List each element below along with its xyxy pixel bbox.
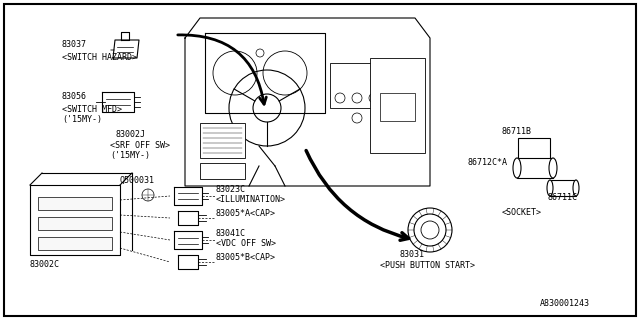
Bar xyxy=(38,197,112,210)
Text: 83005*A<CAP>: 83005*A<CAP> xyxy=(216,209,276,218)
Text: Q500031: Q500031 xyxy=(120,176,155,185)
Text: <ILLUMINATION>: <ILLUMINATION> xyxy=(216,195,286,204)
Text: ('15MY-): ('15MY-) xyxy=(62,115,102,124)
Bar xyxy=(38,217,112,230)
Bar xyxy=(330,63,385,108)
Text: <SRF OFF SW>: <SRF OFF SW> xyxy=(110,141,170,150)
Text: <PUSH BUTTON START>: <PUSH BUTTON START> xyxy=(380,261,475,270)
Bar xyxy=(517,158,553,178)
Bar xyxy=(38,237,112,250)
Ellipse shape xyxy=(549,158,557,178)
FancyArrowPatch shape xyxy=(306,150,408,240)
Ellipse shape xyxy=(513,158,521,178)
Text: 83002J: 83002J xyxy=(115,130,145,139)
Text: 83031: 83031 xyxy=(400,250,425,259)
Text: 83002C: 83002C xyxy=(30,260,60,269)
Bar xyxy=(200,123,245,158)
Text: 86711B: 86711B xyxy=(502,127,532,136)
Text: <SWITCH MFD>: <SWITCH MFD> xyxy=(62,105,122,114)
Text: 83037: 83037 xyxy=(62,40,87,49)
Bar xyxy=(370,58,425,153)
Text: ('15MY-): ('15MY-) xyxy=(110,151,150,160)
Bar xyxy=(518,138,550,160)
Ellipse shape xyxy=(547,180,553,196)
Bar xyxy=(380,93,415,121)
Text: 83005*B<CAP>: 83005*B<CAP> xyxy=(216,253,276,262)
Text: <VDC OFF SW>: <VDC OFF SW> xyxy=(216,239,276,248)
Text: 86711C: 86711C xyxy=(548,193,578,202)
Ellipse shape xyxy=(573,180,579,196)
FancyArrowPatch shape xyxy=(178,35,266,104)
Text: 83056: 83056 xyxy=(62,92,87,101)
Text: A830001243: A830001243 xyxy=(540,299,590,308)
Text: <SOCKET>: <SOCKET> xyxy=(502,208,542,217)
Bar xyxy=(200,163,245,179)
Text: 83041C: 83041C xyxy=(216,229,246,238)
Text: 86712C*A: 86712C*A xyxy=(468,158,508,167)
Bar xyxy=(550,180,576,196)
Text: 83023C: 83023C xyxy=(216,185,246,194)
Text: <SWITCH HAZARD>: <SWITCH HAZARD> xyxy=(62,53,137,62)
